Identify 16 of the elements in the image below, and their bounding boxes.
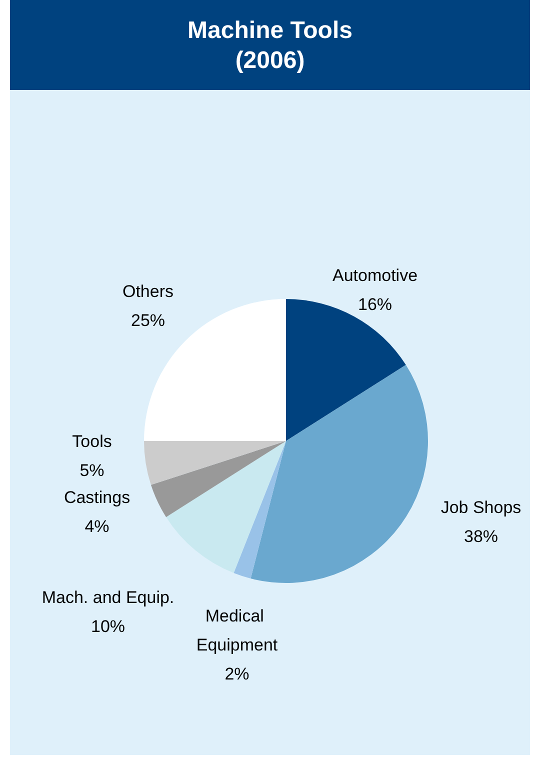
slice-label: Job Shops [440,498,522,517]
data-label: 10% [90,617,126,636]
data-label: 25% [130,311,166,330]
chart-subtitle: (2006) [234,46,306,76]
slice-label: Castings [64,488,130,507]
data-label: 16% [358,295,392,314]
slice-label: Mach. and Equip. [42,588,174,607]
data-label: 5% [80,461,104,480]
chart-title: Machine Tools [186,16,354,46]
data-label: 38% [464,527,498,546]
data-label: 2% [224,664,250,684]
slice-label: Automotive [332,266,418,285]
data-label: 4% [84,517,110,536]
slice-label: Tools [72,432,112,451]
slice-label: Others [122,282,174,301]
slice-label: Medical Equipment [196,606,278,654]
